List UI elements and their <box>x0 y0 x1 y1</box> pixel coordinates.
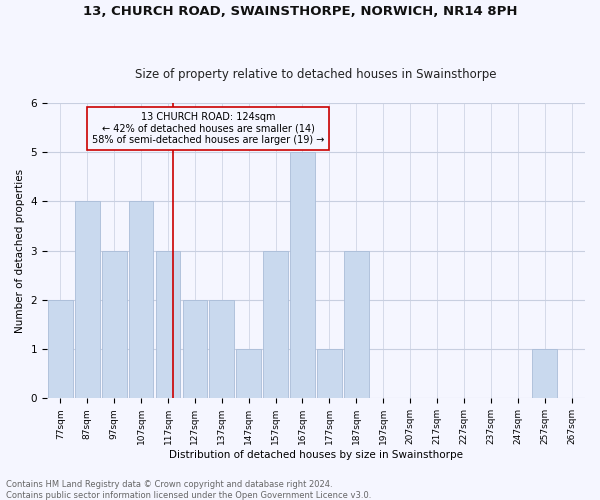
Bar <box>344 250 368 398</box>
Bar <box>102 250 127 398</box>
Text: Contains HM Land Registry data © Crown copyright and database right 2024.
Contai: Contains HM Land Registry data © Crown c… <box>6 480 371 500</box>
Bar <box>317 349 342 399</box>
Bar <box>75 202 100 398</box>
Text: 13 CHURCH ROAD: 124sqm
← 42% of detached houses are smaller (14)
58% of semi-det: 13 CHURCH ROAD: 124sqm ← 42% of detached… <box>92 112 325 145</box>
Bar <box>532 349 557 399</box>
Text: 13, CHURCH ROAD, SWAINSTHORPE, NORWICH, NR14 8PH: 13, CHURCH ROAD, SWAINSTHORPE, NORWICH, … <box>83 5 517 18</box>
Bar <box>263 250 288 398</box>
Bar <box>209 300 234 398</box>
Bar <box>290 152 315 398</box>
X-axis label: Distribution of detached houses by size in Swainsthorpe: Distribution of detached houses by size … <box>169 450 463 460</box>
Title: Size of property relative to detached houses in Swainsthorpe: Size of property relative to detached ho… <box>135 68 497 81</box>
Bar <box>155 250 181 398</box>
Bar <box>48 300 73 398</box>
Bar <box>236 349 261 399</box>
Bar <box>182 300 207 398</box>
Bar <box>128 202 154 398</box>
Y-axis label: Number of detached properties: Number of detached properties <box>15 168 25 332</box>
